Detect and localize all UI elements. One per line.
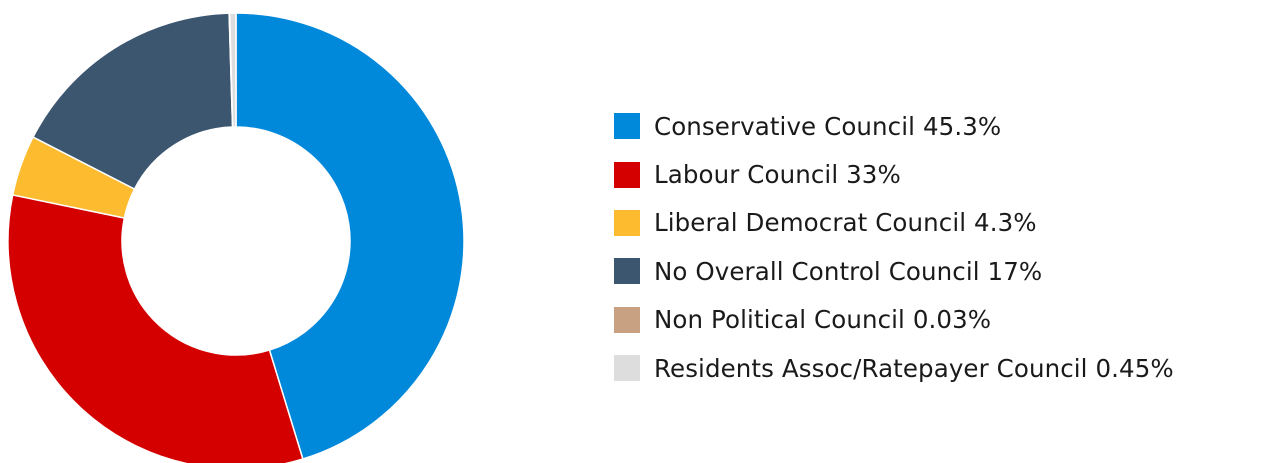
chart-legend: Conservative Council 45.3% Labour Counci… <box>614 102 1174 392</box>
legend-label-non-political: Non Political Council 0.03% <box>654 305 992 335</box>
donut-slice-no-overall-control-council <box>32 12 234 190</box>
legend-swatch-labour <box>614 161 640 188</box>
legend-swatch-residents-assoc <box>614 355 640 382</box>
legend-item-non-political: Non Political Council 0.03% <box>614 296 1174 344</box>
legend-label-labour: Labour Council 33% <box>654 160 901 190</box>
legend-item-labour: Labour Council 33% <box>614 150 1174 198</box>
legend-label-residents-assoc: Residents Assoc/Ratepayer Council 0.45% <box>654 353 1174 383</box>
legend-label-liberal-democrat: Liberal Democrat Council 4.3% <box>654 208 1037 238</box>
legend-swatch-liberal-democrat <box>614 209 640 236</box>
donut-slice-labour-council <box>7 194 304 463</box>
donut-slice-conservative-council <box>235 12 465 460</box>
legend-label-no-overall-control: No Overall Control Council 17% <box>654 256 1043 286</box>
legend-swatch-no-overall-control <box>614 258 640 285</box>
legend-swatch-non-political <box>614 306 640 333</box>
legend-item-liberal-democrat: Liberal Democrat Council 4.3% <box>614 199 1174 247</box>
legend-label-conservative: Conservative Council 45.3% <box>654 111 1002 141</box>
legend-item-conservative: Conservative Council 45.3% <box>614 102 1174 150</box>
legend-swatch-conservative <box>614 113 640 140</box>
donut-slice-residents-assoc-ratepayer-council <box>228 12 237 128</box>
legend-item-no-overall-control: No Overall Control Council 17% <box>614 247 1174 295</box>
legend-item-residents-assoc: Residents Assoc/Ratepayer Council 0.45% <box>614 344 1174 392</box>
donut-chart <box>7 12 465 463</box>
